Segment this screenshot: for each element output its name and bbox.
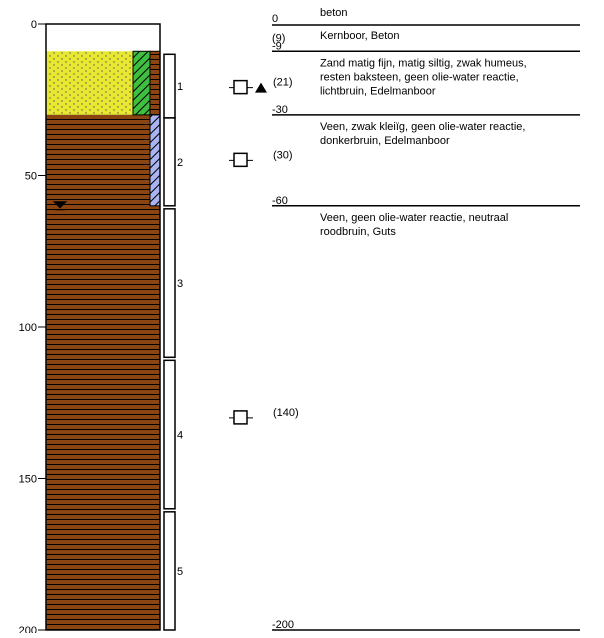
description-line: Kernboor, Beton [320,30,400,42]
measurement-label: (140) [273,407,299,419]
measurement-box [234,81,247,94]
sample-bar [164,512,175,630]
depth-label: -9 [272,40,282,52]
sample-bar [164,360,175,508]
description-line: Veen, geen olie-water reactie, neutraal [320,212,508,224]
depth-label: -200 [272,619,294,631]
sample-number: 3 [177,278,183,290]
surface-label: 0 [272,13,278,25]
measurement-box [234,153,247,166]
peat-hatch [46,115,160,630]
measurement [229,411,253,424]
sample-number: 4 [177,430,183,442]
borehole-log: 05010015020012345(21)(30)(140)0beton(9)-… [0,0,604,633]
sample-bar [164,209,175,357]
description-line: resten baksteen, geen olie-water reactie… [320,71,519,83]
admixture-strip-hatch [150,51,160,115]
measurement [229,153,253,166]
sample-number: 2 [177,157,183,169]
measurement-label: (21) [273,77,293,89]
depth-label: -60 [272,195,288,207]
description-line: Veen, zwak kleiïg, geen olie-water react… [320,121,525,133]
depth-tick-label: 0 [31,19,37,31]
sample-bar [164,54,175,118]
depth-tick-label: 50 [25,171,37,183]
sample-number: 5 [177,566,183,578]
sample-bar [164,118,175,206]
soil-layer [46,24,160,51]
sand-dots [46,51,133,115]
depth-tick-label: 150 [19,474,37,486]
description-line: lichtbruin, Edelmanboor [320,85,436,97]
sample-number: 1 [177,81,183,93]
measurement-box [234,411,247,424]
depth-label: -30 [272,104,288,116]
description-line: roodbruin, Guts [320,226,396,238]
measurement-triangle [255,83,267,93]
measurement [229,81,267,94]
admixture-hatch [150,115,160,206]
admixture-hatch [133,51,150,115]
surface-description: beton [320,7,348,19]
depth-tick-label: 200 [19,625,37,633]
measurement-label: (30) [273,149,293,161]
page: 05010015020012345(21)(30)(140)0beton(9)-… [0,0,604,638]
description-line: Zand matig fijn, matig siltig, zwak hume… [320,57,527,69]
depth-tick-label: 100 [19,322,37,334]
description-line: donkerbruin, Edelmanboor [320,135,450,147]
